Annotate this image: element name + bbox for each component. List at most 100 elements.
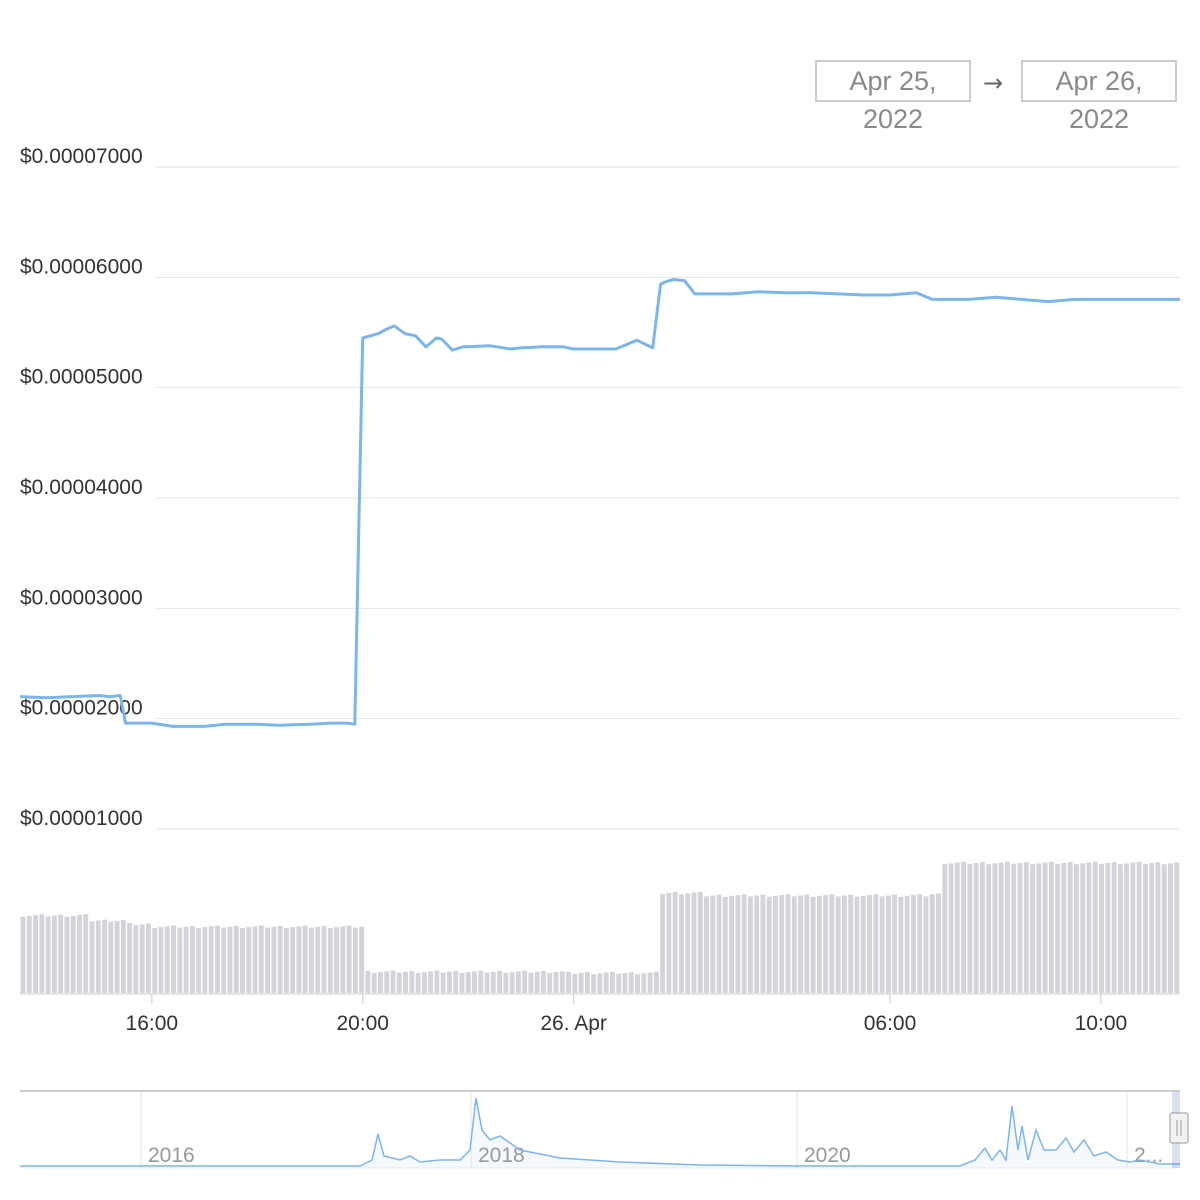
- volume-bar: [227, 926, 233, 993]
- volume-bar: [791, 896, 797, 993]
- volume-bar: [421, 972, 427, 993]
- date-to-input[interactable]: Apr 26, 2022: [1021, 60, 1177, 134]
- volume-bar: [446, 971, 452, 993]
- volume-bar: [171, 925, 176, 993]
- volume-bar: [741, 894, 747, 993]
- volume-bar: [547, 973, 553, 993]
- volume-bar: [603, 972, 609, 993]
- volume-bar: [20, 916, 26, 993]
- volume-bar: [773, 895, 778, 993]
- volume-bar: [484, 972, 490, 993]
- date-range-arrow: →: [983, 69, 1004, 97]
- volume-bar: [622, 973, 628, 993]
- volume-bar: [936, 893, 941, 993]
- volume-bar: [352, 927, 358, 993]
- volume-bar: [660, 893, 666, 993]
- volume-bar: [114, 920, 120, 993]
- volume-bar: [898, 896, 904, 993]
- volume-bar: [685, 893, 691, 993]
- volume-bar: [810, 896, 816, 993]
- volume-bar: [1086, 862, 1092, 993]
- date-from-input[interactable]: Apr 25, 2022: [815, 60, 971, 134]
- volume-bar: [1124, 863, 1130, 993]
- volume-bar: [1142, 863, 1148, 993]
- y-gridlines: [155, 166, 1180, 830]
- volume-bar: [26, 915, 32, 993]
- volume-bar: [453, 970, 459, 993]
- volume-bar: [39, 914, 45, 993]
- volume-bar: [747, 896, 753, 993]
- volume-bar: [77, 915, 82, 993]
- navigator-year-label: 2020: [804, 1144, 851, 1167]
- volume-bar: [541, 970, 546, 993]
- volume-bar: [283, 928, 289, 993]
- volume-bar: [854, 896, 860, 993]
- volume-bar: [842, 895, 847, 993]
- volume-bar: [910, 895, 916, 993]
- volume-bar: [271, 926, 277, 993]
- volume-bar: [1149, 863, 1155, 993]
- volume-bar: [942, 864, 948, 993]
- volume-bar: [246, 927, 252, 993]
- x-tick-label: 16:00: [126, 1012, 179, 1035]
- volume-bar: [992, 863, 998, 993]
- volume-bar: [396, 972, 402, 993]
- volume-bar: [102, 919, 107, 993]
- volume-bar: [214, 925, 220, 993]
- volume-bars: [20, 861, 1180, 993]
- price-line: [19, 278, 1180, 728]
- volume-bar: [1117, 864, 1123, 993]
- volume-bar: [415, 973, 421, 993]
- volume-bar: [409, 970, 415, 993]
- volume-bar: [892, 894, 898, 993]
- volume-bar: [998, 862, 1004, 993]
- volume-bar: [779, 895, 785, 993]
- volume-bar: [635, 974, 640, 993]
- volume-bar: [522, 970, 528, 993]
- volume-bar: [302, 925, 308, 993]
- volume-bar: [1011, 863, 1017, 993]
- volume-bar: [566, 971, 571, 993]
- volume-bar: [70, 915, 76, 993]
- navigator-area: [20, 1098, 1180, 1168]
- volume-bar: [1080, 863, 1086, 993]
- volume-bar: [973, 863, 979, 993]
- volume-bar: [904, 895, 910, 993]
- volume-bar: [202, 927, 208, 993]
- volume-bar: [334, 927, 339, 993]
- y-tick-label: $0.00007000: [20, 145, 143, 168]
- volume-bar: [120, 920, 126, 993]
- volume-bar: [208, 926, 214, 993]
- volume-bar: [1036, 863, 1042, 993]
- volume-bar: [653, 971, 659, 993]
- x-tick-label: 10:00: [1075, 1012, 1128, 1035]
- navigator[interactable]: 2016 2018 2020 2...: [20, 1090, 1189, 1169]
- volume-bar: [1174, 862, 1180, 993]
- volume-bar: [885, 895, 891, 993]
- y-axis-labels: $0.00007000 $0.00006000 $0.00005000 $0.0000…: [20, 145, 143, 830]
- volume-bar: [1099, 863, 1104, 993]
- volume-bar: [33, 915, 39, 993]
- volume-bar: [1111, 862, 1117, 993]
- volume-bar: [1130, 862, 1136, 993]
- volume-bar: [183, 926, 189, 993]
- volume-bar: [641, 973, 647, 993]
- volume-bar: [233, 925, 239, 993]
- navigator-year-label: 2018: [478, 1144, 525, 1167]
- volume-bar: [979, 862, 985, 993]
- volume-bar: [51, 915, 57, 993]
- volume-bar: [760, 894, 766, 993]
- volume-bar: [798, 895, 803, 993]
- volume-bar: [591, 974, 597, 993]
- volume-bar: [848, 894, 854, 993]
- volume-bar: [1168, 863, 1173, 993]
- volume-bar: [265, 927, 271, 993]
- volume-bar: [196, 928, 202, 993]
- volume-bar: [754, 895, 760, 993]
- volume-bar: [1030, 864, 1035, 993]
- volume-bar: [722, 896, 728, 993]
- navigator-handle[interactable]: [1169, 1112, 1189, 1144]
- volume-bar: [923, 896, 929, 993]
- volume-bar: [1155, 862, 1161, 993]
